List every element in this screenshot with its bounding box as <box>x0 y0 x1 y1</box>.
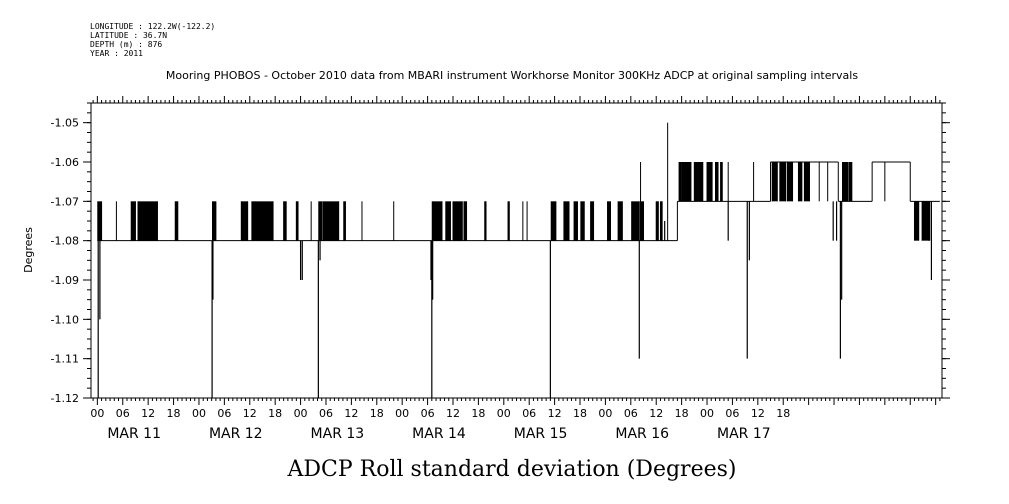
y-tick-label: -1.06 <box>51 156 79 169</box>
x-hour-label: 18 <box>776 407 790 420</box>
series-burst <box>97 201 102 241</box>
series-burst <box>508 201 510 241</box>
x-day-label: MAR 17 <box>717 426 771 442</box>
x-hour-label: 06 <box>421 407 435 420</box>
x-hour-label: 12 <box>548 407 562 420</box>
x-hour-label: 12 <box>141 407 155 420</box>
x-hour-label: 18 <box>268 407 282 420</box>
y-tick-label: -1.05 <box>51 117 79 130</box>
series-burst <box>318 201 322 241</box>
series-burst <box>779 162 786 202</box>
x-hour-label: 00 <box>294 407 308 420</box>
y-tick-label: -1.11 <box>51 353 79 366</box>
x-hour-label: 06 <box>725 407 739 420</box>
plot-frame <box>90 102 943 399</box>
series-burst <box>772 162 778 202</box>
series-burst <box>679 162 681 202</box>
x-hour-label: 06 <box>522 407 536 420</box>
y-axis-label: Degrees <box>22 227 35 273</box>
series-burst <box>631 201 640 241</box>
y-tick-label: -1.12 <box>51 392 79 405</box>
series-burst <box>707 162 713 202</box>
series-burst <box>715 162 719 202</box>
series-burst <box>251 201 274 241</box>
x-hour-label: 06 <box>217 407 231 420</box>
x-hour-label: 06 <box>319 407 333 420</box>
x-hour-label: 06 <box>624 407 638 420</box>
x-hour-label: 00 <box>700 407 714 420</box>
y-tick-label: -1.10 <box>51 313 79 326</box>
x-hour-label: 12 <box>751 407 765 420</box>
series-burst <box>445 201 451 241</box>
series-burst <box>681 162 691 202</box>
y-tick-label: -1.08 <box>51 235 79 248</box>
x-hour-label: 12 <box>649 407 663 420</box>
latitude-label: LATITUDE : 36.7N <box>90 31 167 40</box>
series-burst <box>590 201 594 241</box>
y-tick-label: -1.09 <box>51 274 79 287</box>
y-tick-label: -1.07 <box>51 195 79 208</box>
series-burst <box>656 201 659 241</box>
series-burst <box>551 201 556 241</box>
x-day-label: MAR 12 <box>209 426 263 442</box>
series-burst <box>452 201 463 241</box>
series-burst <box>574 201 578 241</box>
series-burst <box>212 201 216 241</box>
series-burst <box>618 201 623 241</box>
series-burst <box>563 201 569 241</box>
series-burst <box>137 201 158 241</box>
year-label: YEAR : 2011 <box>90 49 143 58</box>
series-burst <box>842 162 848 202</box>
series-burst <box>241 201 248 241</box>
series-burst <box>914 201 919 241</box>
x-hour-label: 18 <box>573 407 587 420</box>
series-burst <box>720 162 723 202</box>
x-hour-label: 00 <box>497 407 511 420</box>
x-hour-label: 18 <box>167 407 181 420</box>
series-burst <box>848 162 852 202</box>
x-hour-label: 18 <box>370 407 384 420</box>
x-day-label: MAR 15 <box>514 426 568 442</box>
x-hour-label: 06 <box>116 407 130 420</box>
x-hour-label: 00 <box>395 407 409 420</box>
axes: -1.05 -1.06 -1.07 -1.08 -1.09 -1.10 -1.11 -1.12… <box>51 96 950 442</box>
plot-area <box>97 122 940 398</box>
series-burst <box>131 201 136 241</box>
x-hour-label: 18 <box>675 407 689 420</box>
series-burst <box>804 162 810 202</box>
series-burst <box>694 162 703 202</box>
series-burst <box>175 201 178 241</box>
x-hour-label: 00 <box>598 407 612 420</box>
depth-label: DEPTH (m) : 876 <box>90 40 162 49</box>
x-day-label: MAR 13 <box>311 426 365 442</box>
x-day-label: MAR 14 <box>412 426 466 442</box>
series-burst <box>296 201 299 241</box>
x-hour-label: 12 <box>344 407 358 420</box>
longitude-label: LONGITUDE : 122.2W(-122.2) <box>90 22 215 31</box>
x-hour-label: 12 <box>446 407 460 420</box>
x-hour-label: 00 <box>90 407 104 420</box>
chart-title: Mooring PHOBOS - October 2010 data from … <box>166 69 858 82</box>
series-burst <box>607 201 611 241</box>
series-burst <box>464 201 467 241</box>
series-burst <box>283 201 287 241</box>
series-burst <box>922 201 930 241</box>
x-hour-label: 00 <box>192 407 206 420</box>
series-burst <box>787 162 793 202</box>
series-burst <box>432 201 442 241</box>
series-burst <box>798 162 802 202</box>
x-axis-label: ADCP Roll standard deviation (Degrees) <box>287 457 737 482</box>
series-burst <box>323 201 339 241</box>
series-burst <box>580 201 585 241</box>
series-burst <box>660 201 663 241</box>
series-burst <box>640 201 644 241</box>
x-day-label: MAR 11 <box>107 426 161 442</box>
series-burst <box>343 201 346 241</box>
x-hour-label: 18 <box>471 407 485 420</box>
series-burst <box>484 201 487 241</box>
x-day-label: MAR 16 <box>615 426 669 442</box>
x-hour-label: 12 <box>243 407 257 420</box>
